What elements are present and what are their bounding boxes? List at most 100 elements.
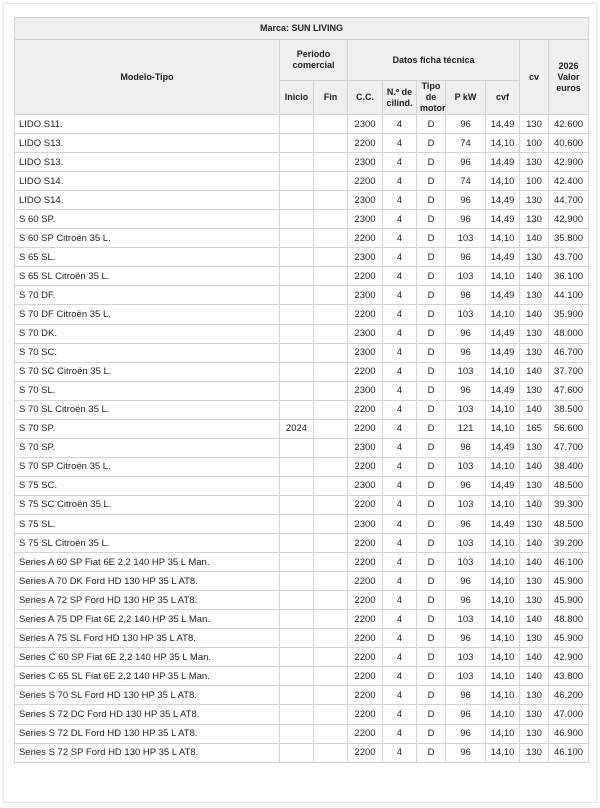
cell-inicio (279, 342, 314, 363)
cell-cilind: 4 (382, 494, 417, 515)
cell-cc: 2300 (347, 247, 383, 268)
cell-valor: 46.200 (547, 685, 590, 706)
cell-cv: 130 (519, 285, 549, 306)
cell-fin (313, 152, 348, 173)
cell-inicio (279, 494, 314, 515)
cell-cilind: 4 (382, 628, 417, 649)
cell-tipo-motor: D (416, 704, 446, 725)
cell-cv: 140 (519, 456, 549, 477)
cell-cv: 130 (519, 513, 549, 535)
cell-kw: 103 (445, 609, 486, 630)
cell-cvf: 14,10 (485, 609, 520, 630)
cell-kw: 103 (445, 361, 486, 382)
cell-kw: 103 (445, 266, 486, 287)
cell-model: S 70 SL. (14, 380, 280, 401)
cell-valor: 48.500 (547, 475, 590, 496)
cell-valor: 44.700 (547, 190, 590, 211)
cell-cv: 130 (519, 247, 549, 268)
cell-inicio (279, 209, 314, 230)
cell-valor: 56.600 (547, 418, 590, 439)
cell-cvf: 14,49 (485, 380, 520, 401)
cell-kw: 96 (445, 323, 486, 344)
header-periodo: Periodo comercial (279, 39, 348, 81)
cell-valor: 35.800 (547, 228, 590, 249)
cell-tipo-motor: D (416, 609, 446, 630)
cell-valor: 45.900 (547, 590, 590, 611)
table-row: S 70 SL Citroën 35 L. 2200 4 D 103 14,10 140 38… (14, 399, 590, 420)
cell-inicio (279, 171, 314, 192)
table-row: Series C 65 SL Fiat 6E 2,2 140 HP 35 L M… (14, 666, 590, 687)
cell-kw: 121 (445, 418, 486, 439)
cell-valor: 37.700 (547, 361, 590, 382)
cell-tipo-motor: D (416, 723, 446, 744)
cell-cc: 2200 (347, 609, 383, 630)
brand-title: Marca: SUN LIVING (13, 17, 590, 40)
cell-kw: 96 (445, 590, 486, 611)
page-frame (3, 3, 597, 803)
cell-cc: 2200 (347, 704, 383, 725)
cell-model: S 70 DK. (14, 323, 280, 344)
cell-model: LIDO S13. (14, 152, 280, 173)
cell-cc: 2200 (347, 361, 383, 382)
cell-valor: 42.900 (547, 209, 590, 230)
table-row: S 75 SL. 2300 4 D 96 14,49 130 48.500 (14, 513, 590, 535)
cell-kw: 96 (445, 628, 486, 649)
cell-cv: 130 (519, 190, 549, 211)
cell-cilind: 4 (382, 456, 417, 477)
table-row: S 65 SL Citroën 35 L. 2200 4 D 103 14,10 140 36… (14, 266, 590, 287)
cell-inicio (279, 361, 314, 382)
cell-inicio (279, 133, 314, 154)
cell-model: S 60 SP. (14, 209, 280, 230)
cell-cv: 130 (519, 152, 549, 173)
cell-cvf: 14,49 (485, 437, 520, 458)
cell-kw: 96 (445, 380, 486, 401)
cell-inicio (279, 399, 314, 420)
table-row: Series A 75 DP Fiat 6E 2,2 140 HP 35 L M… (14, 609, 590, 630)
cell-cc: 2200 (347, 456, 383, 477)
cell-model: S 75 SC. (14, 475, 280, 496)
cell-cilind: 4 (382, 133, 417, 154)
header-inicio: Inicio (279, 80, 314, 115)
cell-valor: 48.800 (547, 609, 590, 630)
cell-cv: 140 (519, 666, 549, 687)
cell-cc: 2200 (347, 685, 383, 706)
cell-kw: 96 (445, 437, 486, 458)
cell-cvf: 14,10 (485, 685, 520, 706)
cell-cv: 130 (519, 323, 549, 344)
cell-cv: 140 (519, 647, 549, 668)
cell-fin (313, 590, 348, 611)
cell-kw: 96 (445, 152, 486, 173)
cell-model: S 60 SP Citroën 35 L. (14, 228, 280, 249)
cell-valor: 39.200 (547, 533, 590, 554)
cell-valor: 42.900 (547, 647, 590, 668)
cell-cilind: 4 (382, 171, 417, 192)
cell-model: LIDO S14. (14, 171, 280, 192)
cell-model: Series A 75 SL Ford HD 130 HP 35 L AT8. (14, 628, 280, 649)
cell-fin (313, 342, 348, 363)
cell-tipo-motor: D (416, 685, 446, 706)
cell-inicio (279, 571, 314, 592)
cell-inicio (279, 285, 314, 306)
cell-inicio (279, 590, 314, 611)
header-fin: Fin (313, 80, 348, 115)
cell-cilind: 4 (382, 647, 417, 668)
cell-cvf: 14,10 (485, 552, 520, 573)
cell-kw: 103 (445, 647, 486, 668)
cell-cc: 2200 (347, 418, 383, 439)
cell-kw: 103 (445, 666, 486, 687)
cell-cc: 2200 (347, 533, 383, 554)
table-row: LIDO S13. 2300 4 D 96 14,49 130 42.900 (14, 152, 590, 173)
cell-fin (313, 685, 348, 706)
table-row: S 75 SL Citroën 35 L. 2200 4 D 103 14,10 140 39… (14, 533, 590, 554)
cell-inicio (279, 704, 314, 725)
cell-model: S 70 SL Citroën 35 L. (14, 399, 280, 420)
cell-fin (313, 247, 348, 268)
cell-cc: 2200 (347, 742, 383, 763)
cell-cv: 130 (519, 571, 549, 592)
cell-valor: 42.900 (547, 152, 590, 173)
cell-cilind: 4 (382, 285, 417, 306)
cell-model: Series S 72 DL Ford HD 130 HP 35 L AT8. (14, 723, 280, 744)
cell-cvf: 14,10 (485, 742, 520, 763)
cell-valor: 47.700 (547, 437, 590, 458)
cell-cvf: 14,10 (485, 666, 520, 687)
